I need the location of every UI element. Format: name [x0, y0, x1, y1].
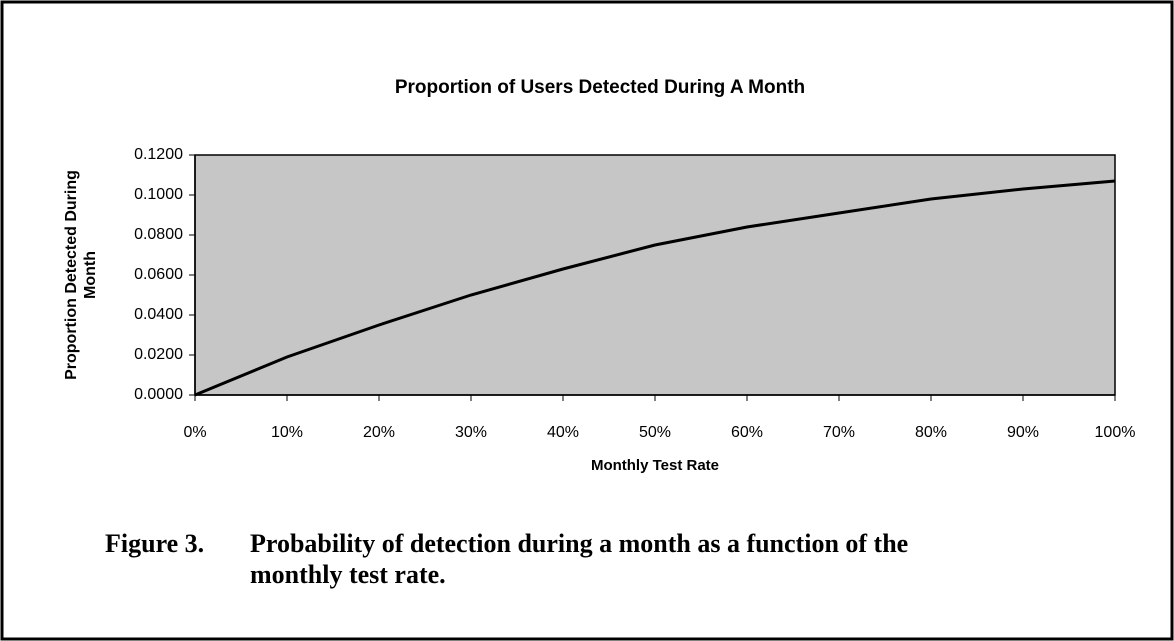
x-tick-label: 0% — [183, 424, 206, 441]
chart-title: Proportion of Users Detected During A Mo… — [395, 77, 805, 98]
data-line — [194, 179, 1116, 397]
x-tick-label: 60% — [731, 424, 763, 441]
x-tick-label: 50% — [639, 424, 671, 441]
x-tick-label: 30% — [455, 424, 487, 441]
y-tick-label: 0.0200 — [134, 346, 183, 363]
x-tick-label: 100% — [1095, 424, 1136, 441]
x-tick-label: 10% — [271, 424, 303, 441]
y-tick-label: 0.0800 — [134, 226, 183, 243]
y-tick-label: 0.0400 — [134, 306, 183, 323]
y-tick-label: 0.1000 — [134, 186, 183, 203]
y-tick-label: 0.0600 — [134, 266, 183, 283]
x-tick-label: 40% — [547, 424, 579, 441]
y-axis-label-line: Month — [82, 251, 99, 299]
caption-line: monthly test rate. — [250, 560, 446, 589]
plot-area — [194, 154, 1116, 396]
x-tick-label: 20% — [363, 424, 395, 441]
x-axis-label: Monthly Test Rate — [591, 457, 719, 474]
x-tick-label: 80% — [915, 424, 947, 441]
x-tick-label: 70% — [823, 424, 855, 441]
x-tick-label: 90% — [1007, 424, 1039, 441]
caption-number: Figure 3. — [105, 529, 204, 558]
caption-line: Probability of detection during a month … — [250, 529, 908, 558]
y-axis-label-line: Proportion Detected During — [63, 170, 80, 380]
y-tick-label: 0.0000 — [134, 386, 183, 403]
y-tick-label: 0.1200 — [134, 146, 183, 163]
y-axis-label: Proportion Detected During Month — [63, 170, 99, 380]
